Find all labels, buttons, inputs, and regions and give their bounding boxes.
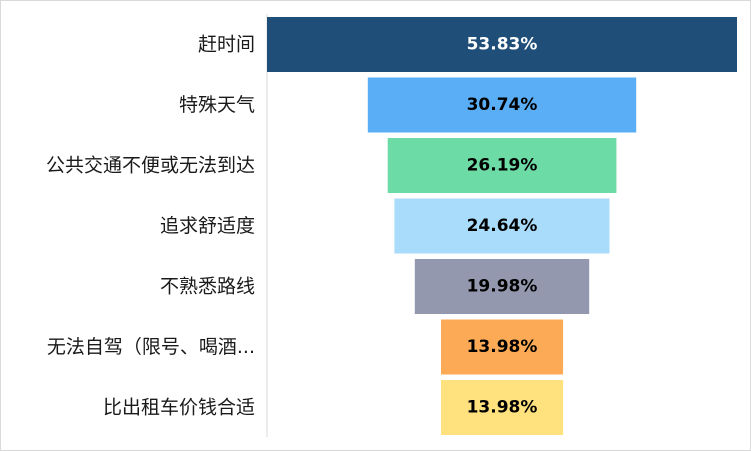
- data-label: 24.64%: [467, 216, 538, 236]
- category-label: 不熟悉路线: [160, 276, 255, 298]
- category-label: 追求舒适度: [160, 215, 255, 237]
- funnel-bar: [387, 138, 617, 193]
- funnel-bar: [414, 259, 590, 314]
- category-label: 特殊天气: [179, 94, 255, 116]
- funnel-bar: [441, 319, 564, 375]
- category-label: 比出租车价钱合适: [103, 397, 255, 419]
- funnel-bar: [394, 198, 610, 254]
- data-label: 19.98%: [467, 277, 538, 297]
- data-label: 26.19%: [467, 156, 538, 176]
- funnel-bar: [367, 77, 637, 133]
- data-label: 53.83%: [467, 35, 538, 55]
- data-label: 13.98%: [467, 398, 538, 418]
- funnel-bar: [441, 380, 564, 435]
- funnel-bar: [267, 17, 737, 72]
- category-label: 无法自驾（限号、喝酒...: [47, 336, 255, 358]
- data-label: 13.98%: [467, 337, 538, 357]
- category-label: 赶时间: [198, 34, 255, 56]
- category-label: 公共交通不便或无法到达: [46, 155, 255, 177]
- data-label: 30.74%: [467, 95, 538, 115]
